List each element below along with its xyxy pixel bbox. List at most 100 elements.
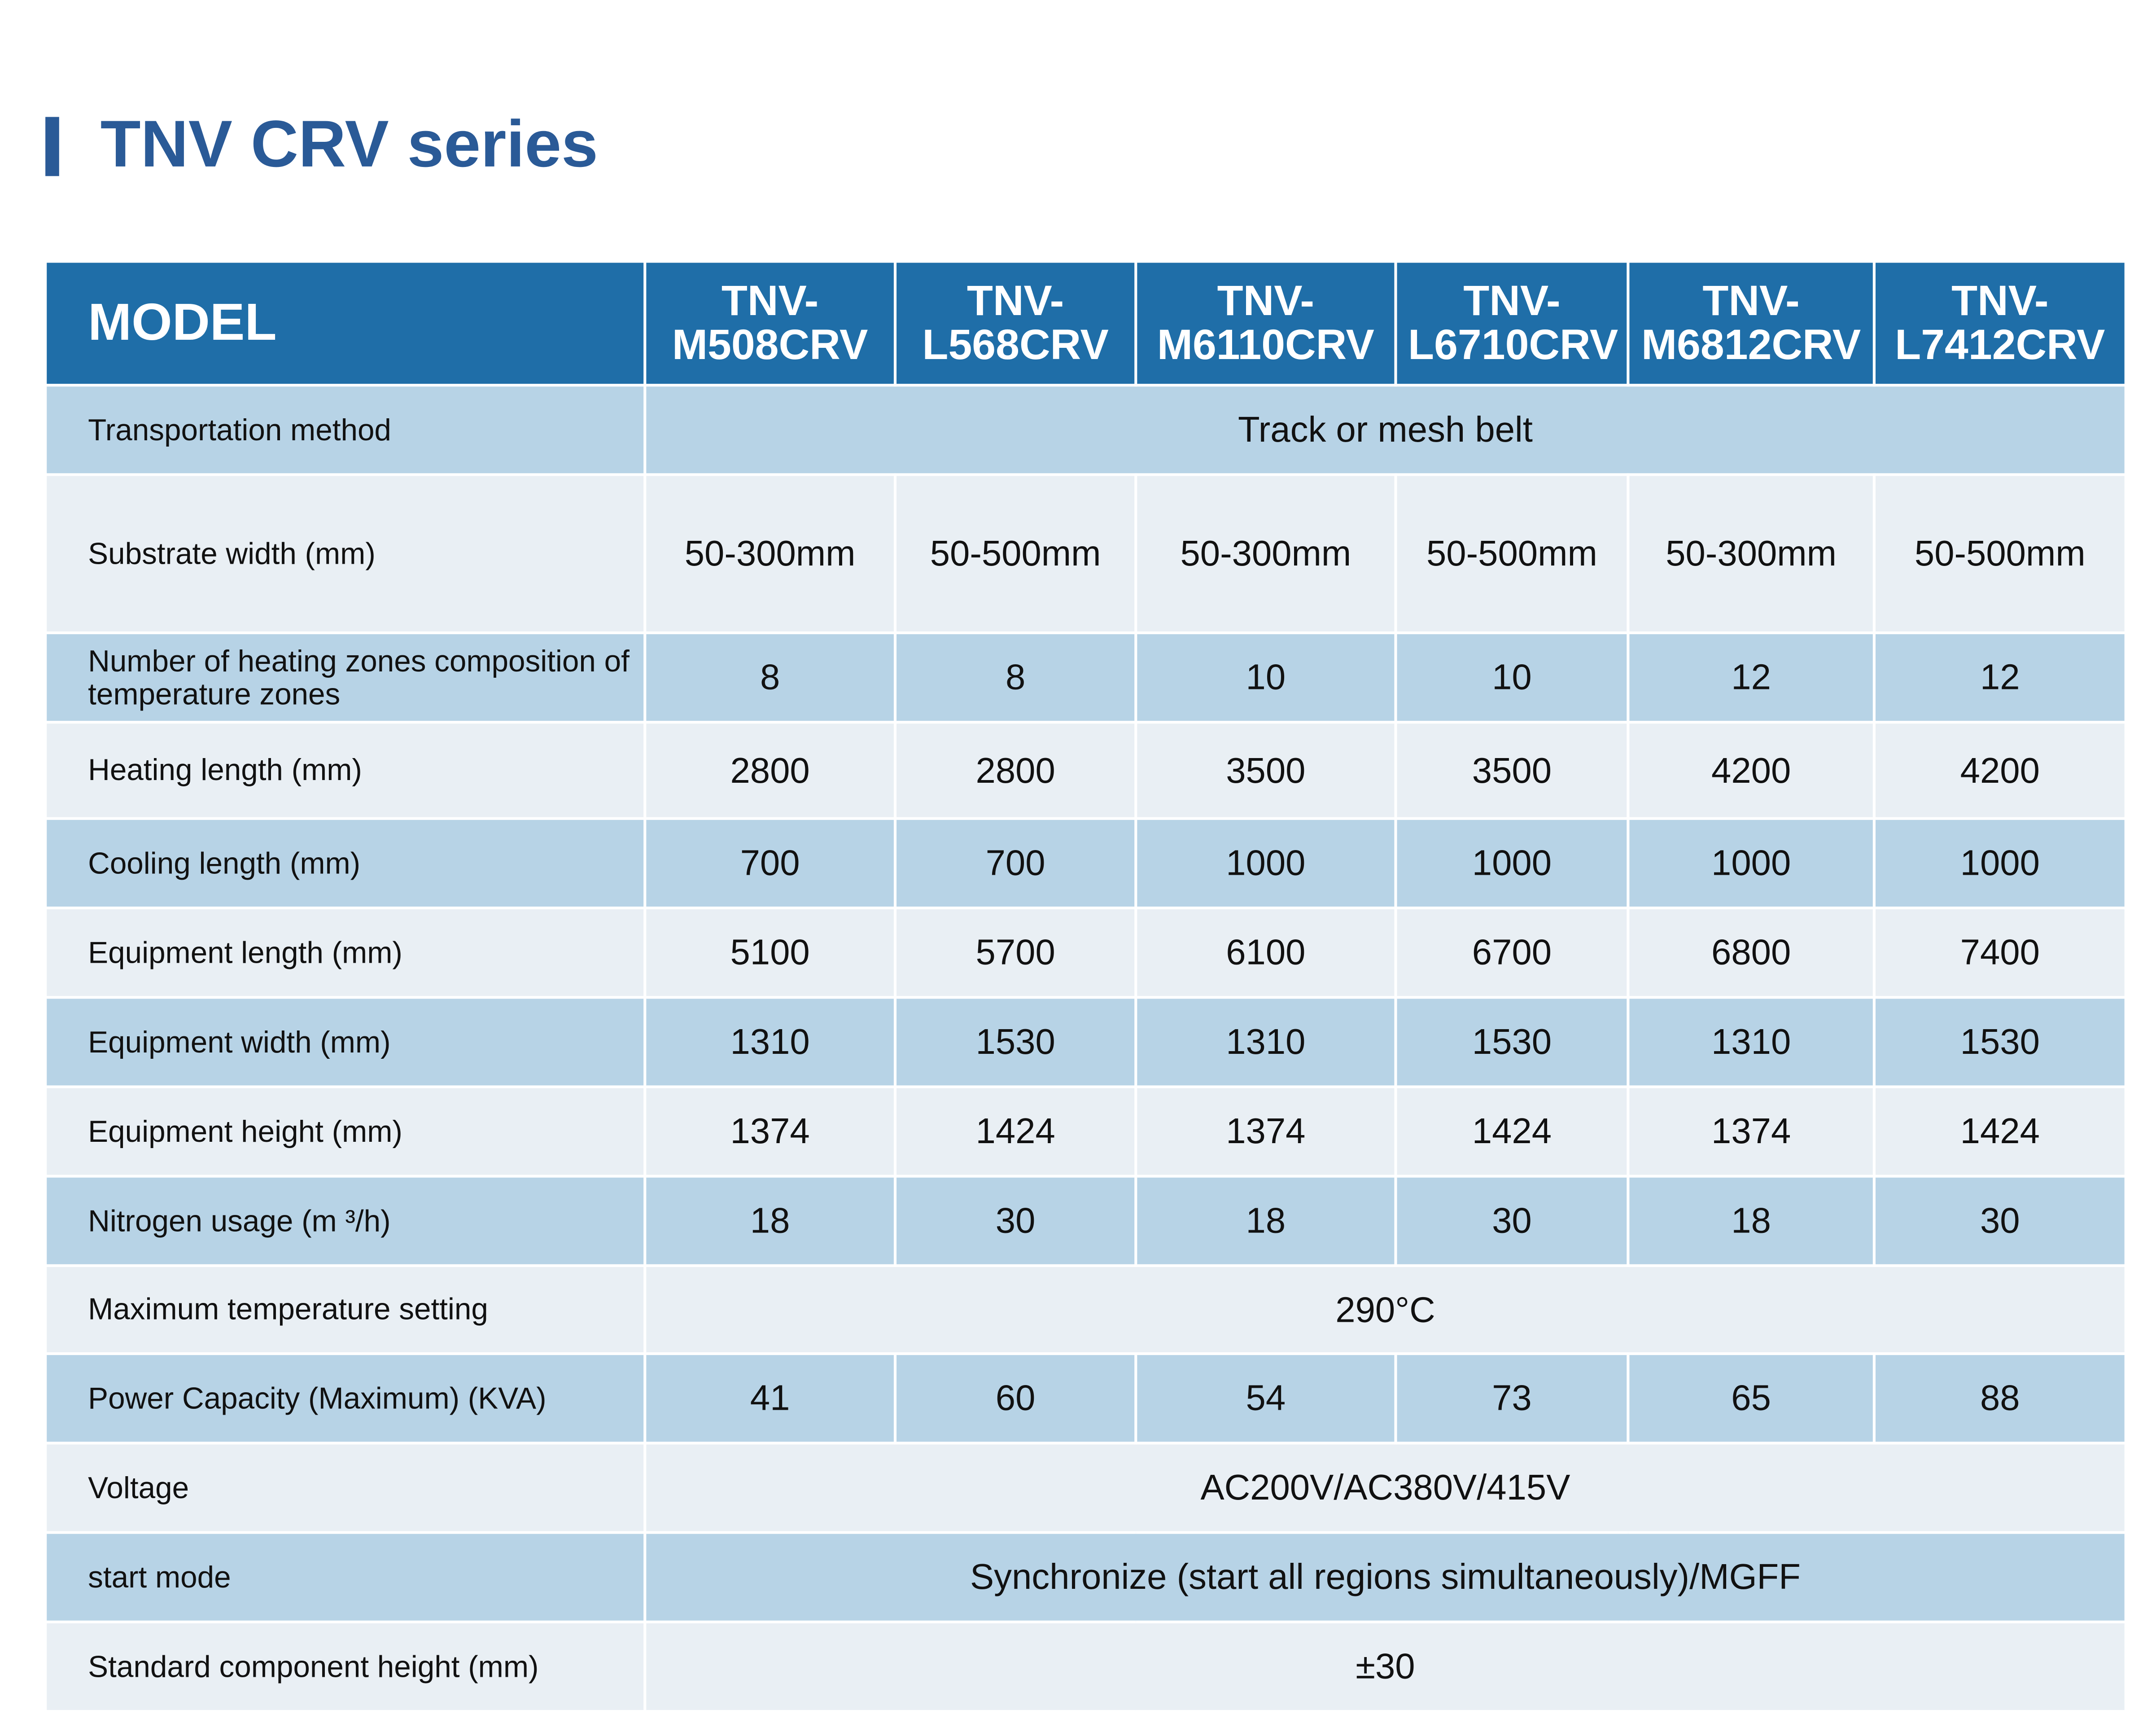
- spec-row: Voltage AC200V/AC380V/415V: [44, 1442, 2127, 1534]
- cell-value: 1000: [1134, 817, 1397, 910]
- cell-value: 700: [643, 817, 897, 910]
- cell-value: 8: [643, 631, 897, 724]
- cell-value: 50-500mm: [1394, 473, 1630, 635]
- cell-value: 6800: [1627, 906, 1876, 999]
- spec-row: Equipment height (mm) 1374 1424 1374 1424 137…: [44, 1085, 2127, 1178]
- merged-value: Synchronize (start all regions simultane…: [643, 1531, 2127, 1623]
- cell-value: 1000: [1627, 817, 1876, 910]
- cell-value: 1310: [1627, 996, 1876, 1088]
- merged-value: AC200V/AC380V/415V: [643, 1442, 2127, 1534]
- cell-value: 54: [1134, 1352, 1397, 1445]
- cell-value: 60: [893, 1352, 1137, 1445]
- row-label: Nitrogen usage (m ³/h): [44, 1175, 647, 1267]
- cell-value: 1310: [1134, 996, 1397, 1088]
- cell-value: 3500: [1394, 721, 1630, 820]
- cell-value: 30: [1394, 1175, 1630, 1267]
- cell-value: 41: [643, 1352, 897, 1445]
- cell-value: 1424: [893, 1085, 1137, 1178]
- row-label: Voltage: [44, 1442, 647, 1534]
- model-header: TNV-L7412CRV: [1872, 260, 2127, 387]
- cell-value: 3500: [1134, 721, 1397, 820]
- spec-row: Maximum temperature setting 290°C: [44, 1264, 2127, 1355]
- row-label: Power Capacity (Maximum) (KVA): [44, 1352, 647, 1445]
- cell-value: 1310: [643, 996, 897, 1088]
- cell-value: 1000: [1872, 817, 2127, 910]
- cell-value: 1374: [1134, 1085, 1397, 1178]
- cell-value: 88: [1872, 1352, 2127, 1445]
- title: TNV CRV series: [100, 109, 598, 182]
- cell-value: 2800: [643, 721, 897, 820]
- merged-value: ±30: [643, 1620, 2127, 1713]
- spec-row: Transportation method Track or mesh belt: [44, 384, 2127, 476]
- row-label: Equipment height (mm): [44, 1085, 647, 1178]
- model-header: TNV-L6710CRV: [1394, 260, 1630, 387]
- cell-value: 5100: [643, 906, 897, 999]
- spec-row: Standard component height (mm) ±30: [44, 1620, 2127, 1713]
- model-header: TNV-M508CRV: [643, 260, 897, 387]
- model-header: TNV-L568CRV: [893, 260, 1137, 387]
- cell-value: 6700: [1394, 906, 1630, 999]
- spec-row: Cooling length (mm) 700 700 1000 1000 1000 100…: [44, 817, 2127, 910]
- spec-row: Nitrogen usage (m ³/h) 18 30 18 30 18 30: [44, 1175, 2127, 1267]
- cell-value: 18: [1627, 1175, 1876, 1267]
- spec-row: Power Capacity (Maximum) (KVA) 41 60 54 73 65…: [44, 1352, 2127, 1445]
- cell-value: 2800: [893, 721, 1137, 820]
- spec-row: Heating length (mm) 2800 2800 3500 3500 4200 4…: [44, 721, 2127, 820]
- row-label: start mode: [44, 1531, 647, 1623]
- spec-row: Equipment length (mm) 5100 5700 6100 6700 680…: [44, 906, 2127, 999]
- cell-value: 30: [1872, 1175, 2127, 1267]
- row-label: Equipment length (mm): [44, 906, 647, 999]
- cell-value: 1374: [1627, 1085, 1876, 1178]
- cell-value: 30: [893, 1175, 1137, 1267]
- title-accent: [45, 117, 59, 176]
- cell-value: 1424: [1872, 1085, 2127, 1178]
- cell-value: 1530: [1394, 996, 1630, 1088]
- cell-value: 4200: [1627, 721, 1876, 820]
- cell-value: 50-300mm: [1627, 473, 1876, 635]
- cell-value: 1530: [893, 996, 1137, 1088]
- cell-value: 18: [1134, 1175, 1397, 1267]
- row-label: Equipment width (mm): [44, 996, 647, 1088]
- spec-row: start mode Synchronize (start all regions…: [44, 1531, 2127, 1623]
- cell-value: 12: [1627, 631, 1876, 724]
- spec-table: MODEL TNV-M508CRV TNV-L568CRV TNV-M6110CRV T…: [44, 260, 2127, 1713]
- spec-row: Substrate width (mm) 50-300mm 50-500mm 50-3…: [44, 473, 2127, 635]
- header-row: MODEL TNV-M508CRV TNV-L568CRV TNV-M6110CRV T…: [44, 260, 2127, 387]
- cell-value: 1530: [1872, 996, 2127, 1088]
- merged-value: Track or mesh belt: [643, 384, 2127, 476]
- cell-value: 73: [1394, 1352, 1630, 1445]
- cell-value: 50-300mm: [643, 473, 897, 635]
- row-label: Maximum temperature setting: [44, 1264, 647, 1355]
- cell-value: 10: [1394, 631, 1630, 724]
- spec-row: Equipment width (mm) 1310 1530 1310 1530 1310…: [44, 996, 2127, 1088]
- cell-value: 10: [1134, 631, 1397, 724]
- cell-value: 1424: [1394, 1085, 1630, 1178]
- model-label: MODEL: [44, 260, 647, 387]
- cell-value: 50-300mm: [1134, 473, 1397, 635]
- row-label: Substrate width (mm): [44, 473, 647, 635]
- cell-value: 700: [893, 817, 1137, 910]
- cell-value: 65: [1627, 1352, 1876, 1445]
- cell-value: 50-500mm: [1872, 473, 2127, 635]
- row-label: Standard component height (mm): [44, 1620, 647, 1713]
- cell-value: 12: [1872, 631, 2127, 724]
- row-label: Cooling length (mm): [44, 817, 647, 910]
- spec-row: Number of heating zones composition of t…: [44, 631, 2127, 724]
- cell-value: 1000: [1394, 817, 1630, 910]
- cell-value: 18: [643, 1175, 897, 1267]
- cell-value: 6100: [1134, 906, 1397, 999]
- cell-value: 1374: [643, 1085, 897, 1178]
- cell-value: 8: [893, 631, 1137, 724]
- row-label: Number of heating zones composition of t…: [44, 631, 647, 724]
- cell-value: 5700: [893, 906, 1137, 999]
- model-header: TNV-M6110CRV: [1134, 260, 1397, 387]
- cell-value: 7400: [1872, 906, 2127, 999]
- model-header: TNV-M6812CRV: [1627, 260, 1876, 387]
- row-label: Transportation method: [44, 384, 647, 476]
- cell-value: 4200: [1872, 721, 2127, 820]
- cell-value: 50-500mm: [893, 473, 1137, 635]
- merged-value: 290°C: [643, 1264, 2127, 1355]
- row-label: Heating length (mm): [44, 721, 647, 820]
